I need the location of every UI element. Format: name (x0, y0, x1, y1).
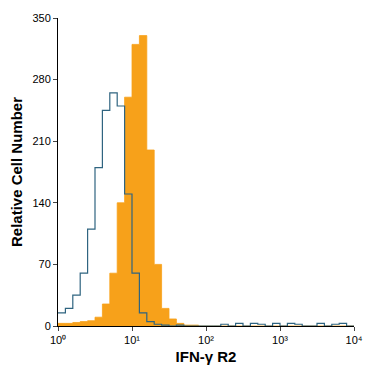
svg-text:140: 140 (32, 197, 50, 209)
svg-text:IFN-γ R2: IFN-γ R2 (176, 348, 237, 365)
svg-text:280: 280 (32, 73, 50, 85)
svg-text:10⁴: 10⁴ (346, 334, 363, 346)
svg-text:10³: 10³ (272, 334, 288, 346)
svg-text:0: 0 (45, 320, 51, 332)
svg-text:10²: 10² (198, 334, 214, 346)
svg-text:10⁰: 10⁰ (50, 334, 66, 346)
svg-text:350: 350 (32, 12, 50, 24)
svg-text:10¹: 10¹ (124, 334, 140, 346)
svg-text:210: 210 (32, 135, 50, 147)
svg-text:Relative Cell Number: Relative Cell Number (8, 97, 25, 247)
svg-text:70: 70 (39, 258, 51, 270)
